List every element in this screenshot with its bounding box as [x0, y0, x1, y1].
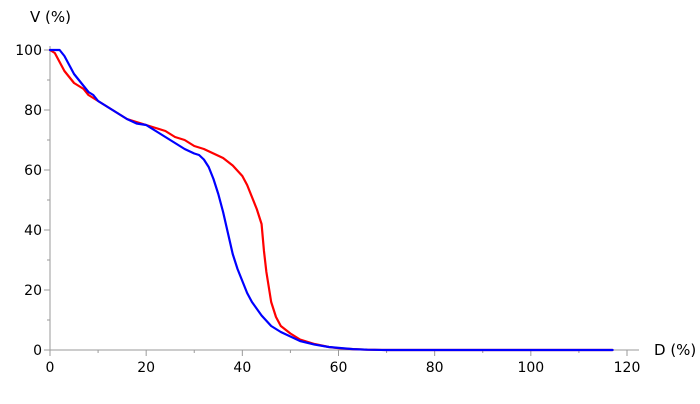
y-tick-label: 80 — [24, 103, 42, 119]
series-line-2 — [48, 48, 614, 352]
series-line-1 — [48, 48, 614, 352]
y-tick-label: 100 — [15, 43, 42, 59]
x-axis-title: D (%) — [654, 341, 696, 359]
axes: 0 20 40 60 80 100 0 20 40 60 80 100 120 — [15, 43, 640, 376]
y-tick-label: 40 — [24, 223, 42, 239]
x-tick-label: 100 — [517, 360, 544, 376]
y-tick-label: 20 — [24, 283, 42, 299]
y-axis-title: V (%) — [30, 8, 71, 26]
x-tick-label: 80 — [426, 360, 444, 376]
x-tick-label: 0 — [46, 360, 55, 376]
x-tick-label: 120 — [614, 360, 641, 376]
y-tick-label: 60 — [24, 163, 42, 179]
x-tick-label: 40 — [233, 360, 251, 376]
x-tick-label: 20 — [137, 360, 155, 376]
y-tick-label: 0 — [33, 343, 42, 359]
series-layer — [48, 48, 614, 352]
x-tick-label: 60 — [330, 360, 348, 376]
